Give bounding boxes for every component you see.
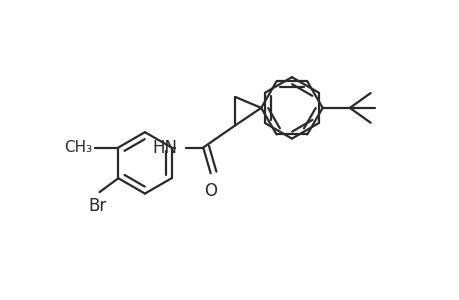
Text: HN: HN [152, 139, 177, 157]
Text: CH₃: CH₃ [64, 140, 92, 155]
Text: O: O [204, 182, 217, 200]
Text: Br: Br [88, 197, 106, 215]
